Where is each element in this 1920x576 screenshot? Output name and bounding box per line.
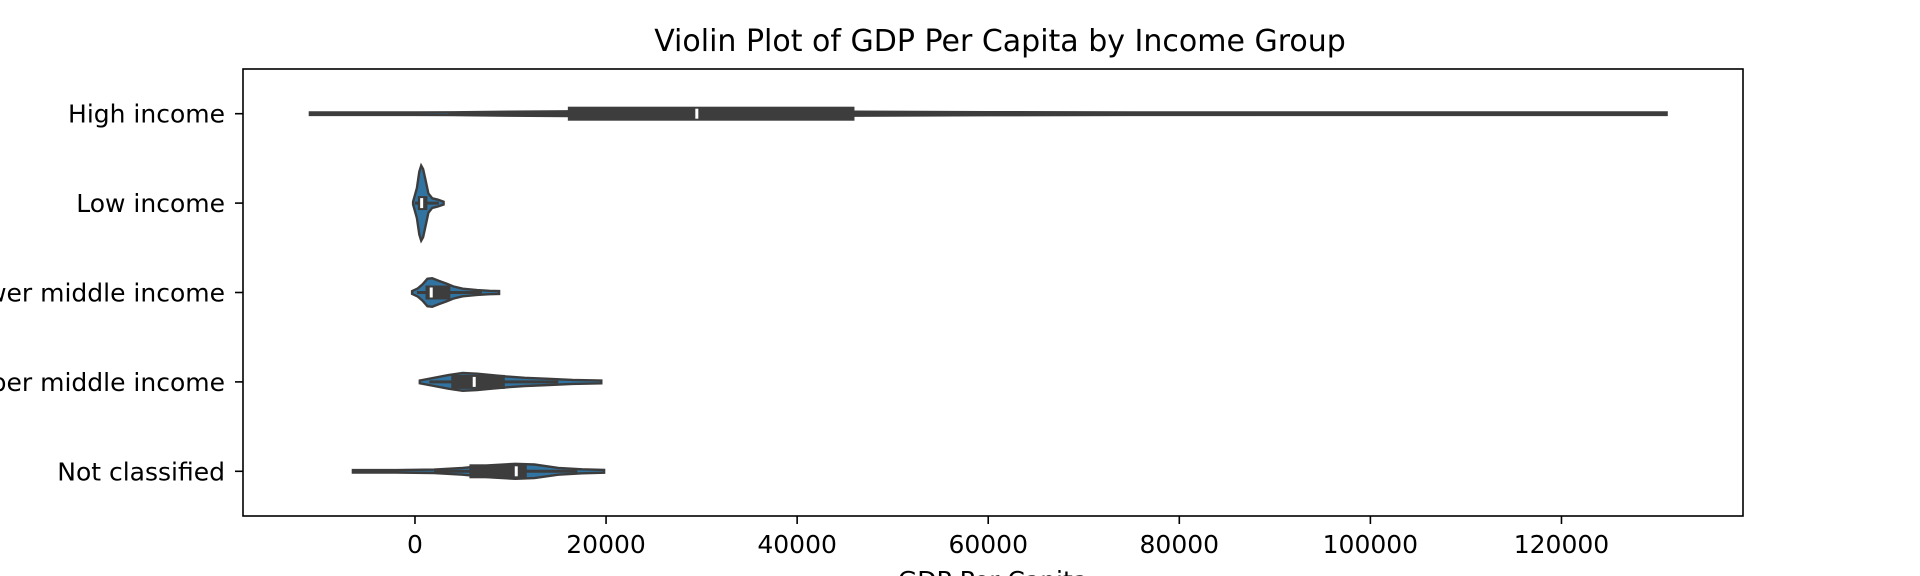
y-tick-label-low-income: Low income	[76, 189, 225, 218]
iqr-box-lower-middle-income	[425, 285, 451, 300]
x-axis: 0 20000 40000 60000 80000 100000 120000	[407, 516, 1609, 559]
median-lower-middle-income	[429, 287, 433, 298]
median-not-classified	[514, 466, 518, 477]
iqr-box-upper-middle-income	[451, 374, 505, 389]
x-tick-label: 120000	[1514, 530, 1609, 559]
median-low-income	[420, 198, 424, 209]
chart-title: Violin Plot of GDP Per Capita by Income …	[654, 24, 1346, 59]
x-tick-label: 0	[407, 530, 423, 559]
x-tick-label: 40000	[757, 530, 837, 559]
x-axis-label: GDP Per Capita	[898, 566, 1088, 576]
y-axis: High income Low income Lower middle income…	[0, 100, 243, 486]
x-tick-label: 80000	[1140, 530, 1220, 559]
y-tick-label-upper-middle-income: Upper middle income	[0, 368, 225, 397]
y-tick-label-lower-middle-income: Lower middle income	[0, 279, 225, 308]
x-tick-label: 60000	[948, 530, 1028, 559]
violins-group	[308, 106, 1668, 481]
iqr-box-not-classified	[469, 464, 527, 479]
iqr-box-high-income	[567, 106, 855, 121]
x-tick-label: 20000	[566, 530, 646, 559]
median-high-income	[695, 108, 699, 119]
x-tick-label: 100000	[1323, 530, 1418, 559]
y-tick-label-high-income: High income	[68, 100, 225, 129]
y-tick-label-not-classified: Not classified	[57, 457, 225, 486]
median-upper-middle-income	[472, 376, 476, 387]
